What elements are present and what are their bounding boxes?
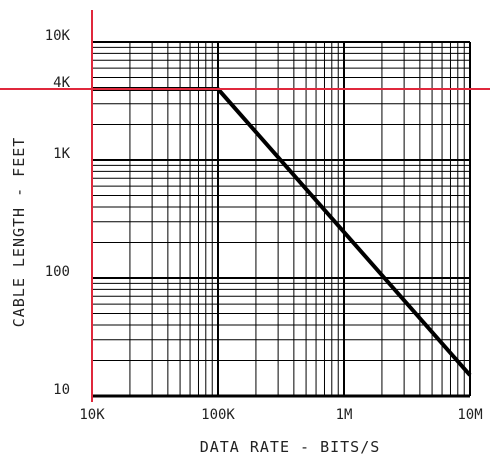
y-tick-label: 1K: [53, 146, 70, 162]
x-tick-label: 1M: [336, 407, 353, 423]
y-tick-label: 100: [45, 264, 70, 280]
y-tick-label: 4K: [53, 75, 70, 91]
series-layer: [92, 87, 472, 377]
grid: [91, 41, 471, 398]
reference-lines: [0, 10, 490, 402]
x-axis-label: DATA RATE - BITS/S: [200, 438, 381, 456]
y-axis-label: CABLE LENGTH - FEET: [10, 137, 28, 328]
x-tick-label: 100K: [201, 407, 235, 423]
x-tick-label: 10M: [457, 407, 482, 423]
y-tick-label: 10: [53, 382, 70, 398]
series-line: [92, 87, 472, 377]
y-tick-label: 10K: [45, 28, 71, 44]
x-tick-label: 10K: [79, 407, 105, 423]
tick-labels: 10K 100K 1M 10M 10 100 1K 4K 10K: [45, 28, 483, 423]
